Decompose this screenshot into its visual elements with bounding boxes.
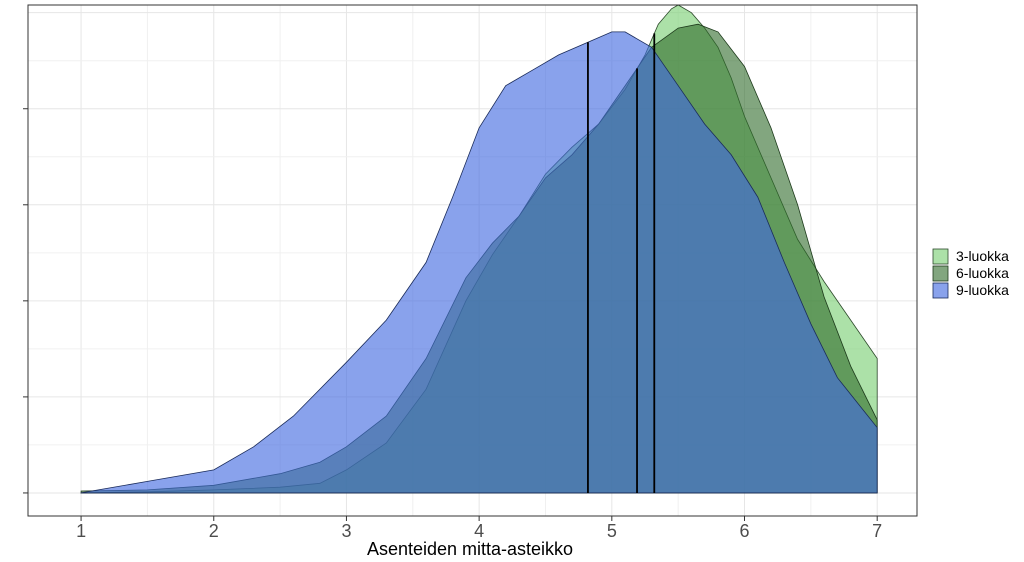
x-tick-label: 5 (607, 521, 617, 541)
plot-panel-border (27, 4, 918, 517)
legend-label-9-luokka: 9-luokka (956, 282, 1009, 298)
legend-key-3-luokka (932, 248, 949, 265)
density-area-9-luokka (80, 31, 878, 494)
median-lines (587, 33, 656, 493)
axes: 1 2 3 4 5 6 7 (23, 108, 882, 541)
x-axis-title: Asenteiden mitta-asteikko (367, 539, 573, 559)
x-tick-label: 4 (474, 521, 484, 541)
legend-label-3-luokka: 3-luokka (956, 248, 1009, 264)
x-tick-label: 6 (739, 521, 749, 541)
legend-key-6-luokka (932, 265, 949, 282)
x-tick-label: 3 (341, 521, 351, 541)
legend-key-9-luokka (932, 282, 949, 299)
x-tick-label: 1 (76, 521, 86, 541)
x-tick-label: 2 (209, 521, 219, 541)
legend-label-6-luokka: 6-luokka (956, 265, 1009, 281)
density-areas (80, 4, 878, 494)
x-tick-label: 7 (872, 521, 882, 541)
